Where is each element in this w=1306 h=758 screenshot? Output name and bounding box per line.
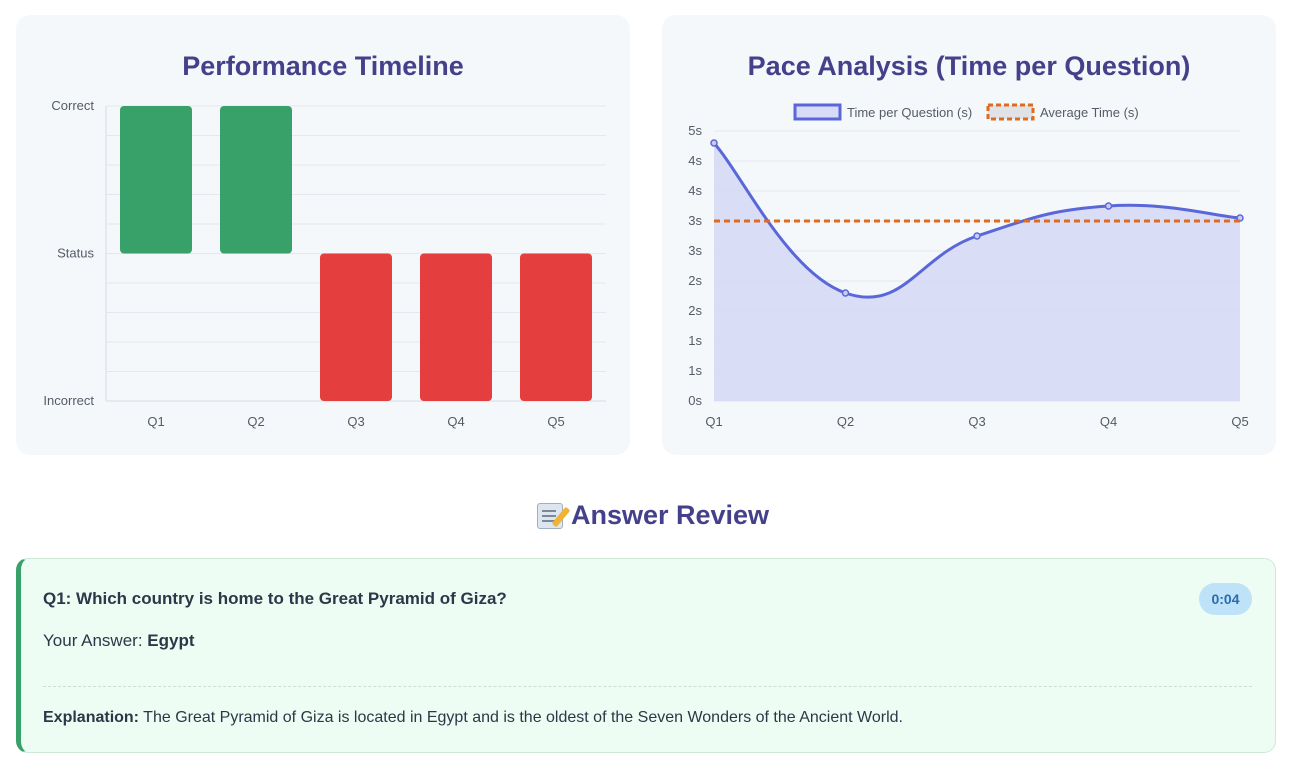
y-tick-label: 3s — [688, 243, 702, 258]
your-answer-value: Egypt — [147, 631, 195, 650]
y-tick-label: 4s — [688, 183, 702, 198]
point-q2 — [841, 289, 850, 297]
y-tick-label: 5s — [688, 123, 702, 138]
y-tick-label: 3s — [688, 213, 702, 228]
legend-swatch-average — [986, 103, 1035, 121]
pace-chart-title: Pace Analysis (Time per Question) — [747, 51, 1191, 81]
your-answer: Your Answer: Egypt — [43, 631, 195, 651]
point-q3 — [973, 232, 981, 240]
y-tick-label: Correct — [51, 98, 94, 113]
x-tick-label: Q1 — [147, 414, 164, 429]
series-area — [714, 143, 1240, 401]
bar-q4 — [420, 253, 492, 401]
x-tick-label: Q2 — [247, 414, 264, 429]
x-tick-label: Q4 — [447, 414, 464, 429]
point-q1 — [710, 139, 718, 147]
legend-label-average: Average Time (s) — [1040, 105, 1139, 120]
pace-chart: 0s 1s 1s 2s 2s 3s 3s 4s 4s 5s Q1 Q2 Q3 Q4 Q5 Time per Q… — [688, 103, 1249, 429]
review-item-q1: Q1: Which country is home to the Great P… — [16, 558, 1276, 753]
y-tick-label: 2s — [688, 303, 702, 318]
x-tick-label: Q1 — [705, 414, 722, 429]
x-tick-label: Q5 — [1231, 414, 1248, 429]
explanation: Explanation: The Great Pyramid of Giza i… — [43, 709, 903, 727]
explanation-label: Explanation: — [43, 709, 140, 726]
pace-analysis-card: Pace Analysis (Time per Question) 0s 1s 1s… — [662, 15, 1276, 455]
y-tick-label: Status — [57, 246, 94, 261]
y-tick-label: Incorrect — [43, 393, 94, 408]
y-tick-label: 0s — [688, 393, 702, 408]
performance-chart: Incorrect Status Correct Q1 Q2 Q3 Q4 Q5 — [43, 98, 606, 429]
legend-swatch-time — [793, 103, 842, 121]
series-line-time — [712, 142, 1241, 299]
answer-review-heading: Answer Review — [0, 500, 1306, 531]
answer-review-title: Answer Review — [570, 500, 770, 530]
point-q4 — [1104, 202, 1113, 210]
x-tick-label: Q2 — [837, 414, 854, 429]
y-tick-label: 2s — [688, 273, 702, 288]
bar-q3 — [320, 253, 392, 401]
explanation-text: The Great Pyramid of Giza is located in … — [143, 709, 903, 726]
review-question: Q1: Which country is home to the Great P… — [43, 589, 507, 608]
bar-q2 — [220, 106, 292, 254]
y-tick-label: 1s — [688, 333, 702, 348]
time-badge: 0:04 — [1199, 583, 1252, 615]
performance-chart-title: Performance Timeline — [182, 51, 464, 81]
x-tick-label: Q3 — [347, 414, 364, 429]
bar-q1 — [120, 106, 192, 254]
legend-label-time: Time per Question (s) — [847, 105, 972, 120]
x-tick-label: Q5 — [547, 414, 564, 429]
memo-icon — [536, 502, 563, 529]
your-answer-label: Your Answer: — [43, 631, 143, 650]
x-tick-label: Q3 — [968, 414, 985, 429]
review-divider — [43, 686, 1252, 687]
y-tick-label: 4s — [688, 153, 702, 168]
bar-q5 — [520, 253, 592, 401]
performance-timeline-card: Performance Timeline Incorrect Status Corr… — [16, 15, 630, 455]
y-tick-label: 1s — [688, 363, 702, 378]
x-tick-label: Q4 — [1100, 414, 1117, 429]
